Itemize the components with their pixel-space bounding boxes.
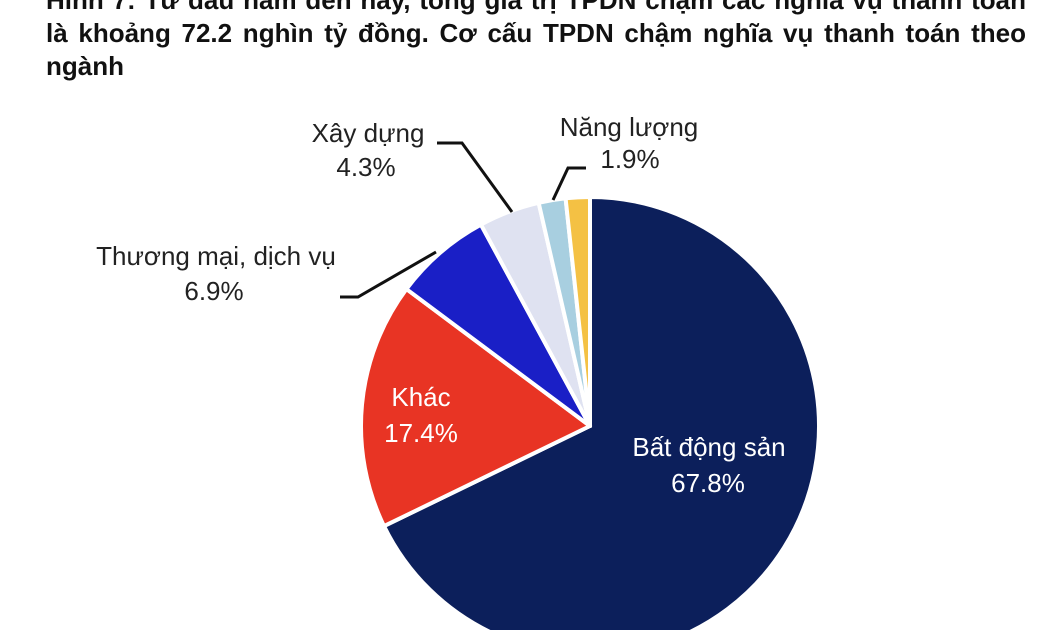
slice-label-khac: 17.4% — [384, 418, 458, 448]
slice-label-nang-luong: 1.9% — [600, 144, 659, 174]
slice-name-thuong-mai: Thương mại, dịch vụ — [96, 241, 336, 271]
leader-line-nang-luong — [551, 166, 586, 201]
slice-name-xay-dung: Xây dựng — [312, 118, 425, 148]
slice-name-nang-luong: Năng lượng — [560, 112, 699, 142]
slice-label-thuong-mai: 6.9% — [184, 276, 243, 306]
slice-name-khac: Khác — [391, 382, 450, 412]
chart-title: Hình 7: Từ đầu năm đến nay, tổng giá trị… — [46, 0, 1026, 81]
slice-name-bat-dong-san: Bất động sản — [632, 432, 785, 462]
slice-label-xay-dung: 4.3% — [336, 152, 395, 182]
pie-slice-unlabeled — [563, 195, 592, 428]
pie-slice-bất-động-sản — [382, 195, 821, 630]
leader-line-thuong-mai — [340, 250, 437, 299]
leader-line-xay-dung — [437, 141, 514, 213]
slice-label-bat-dong-san: 67.8% — [671, 468, 745, 498]
pie-slice-khác — [359, 287, 592, 529]
